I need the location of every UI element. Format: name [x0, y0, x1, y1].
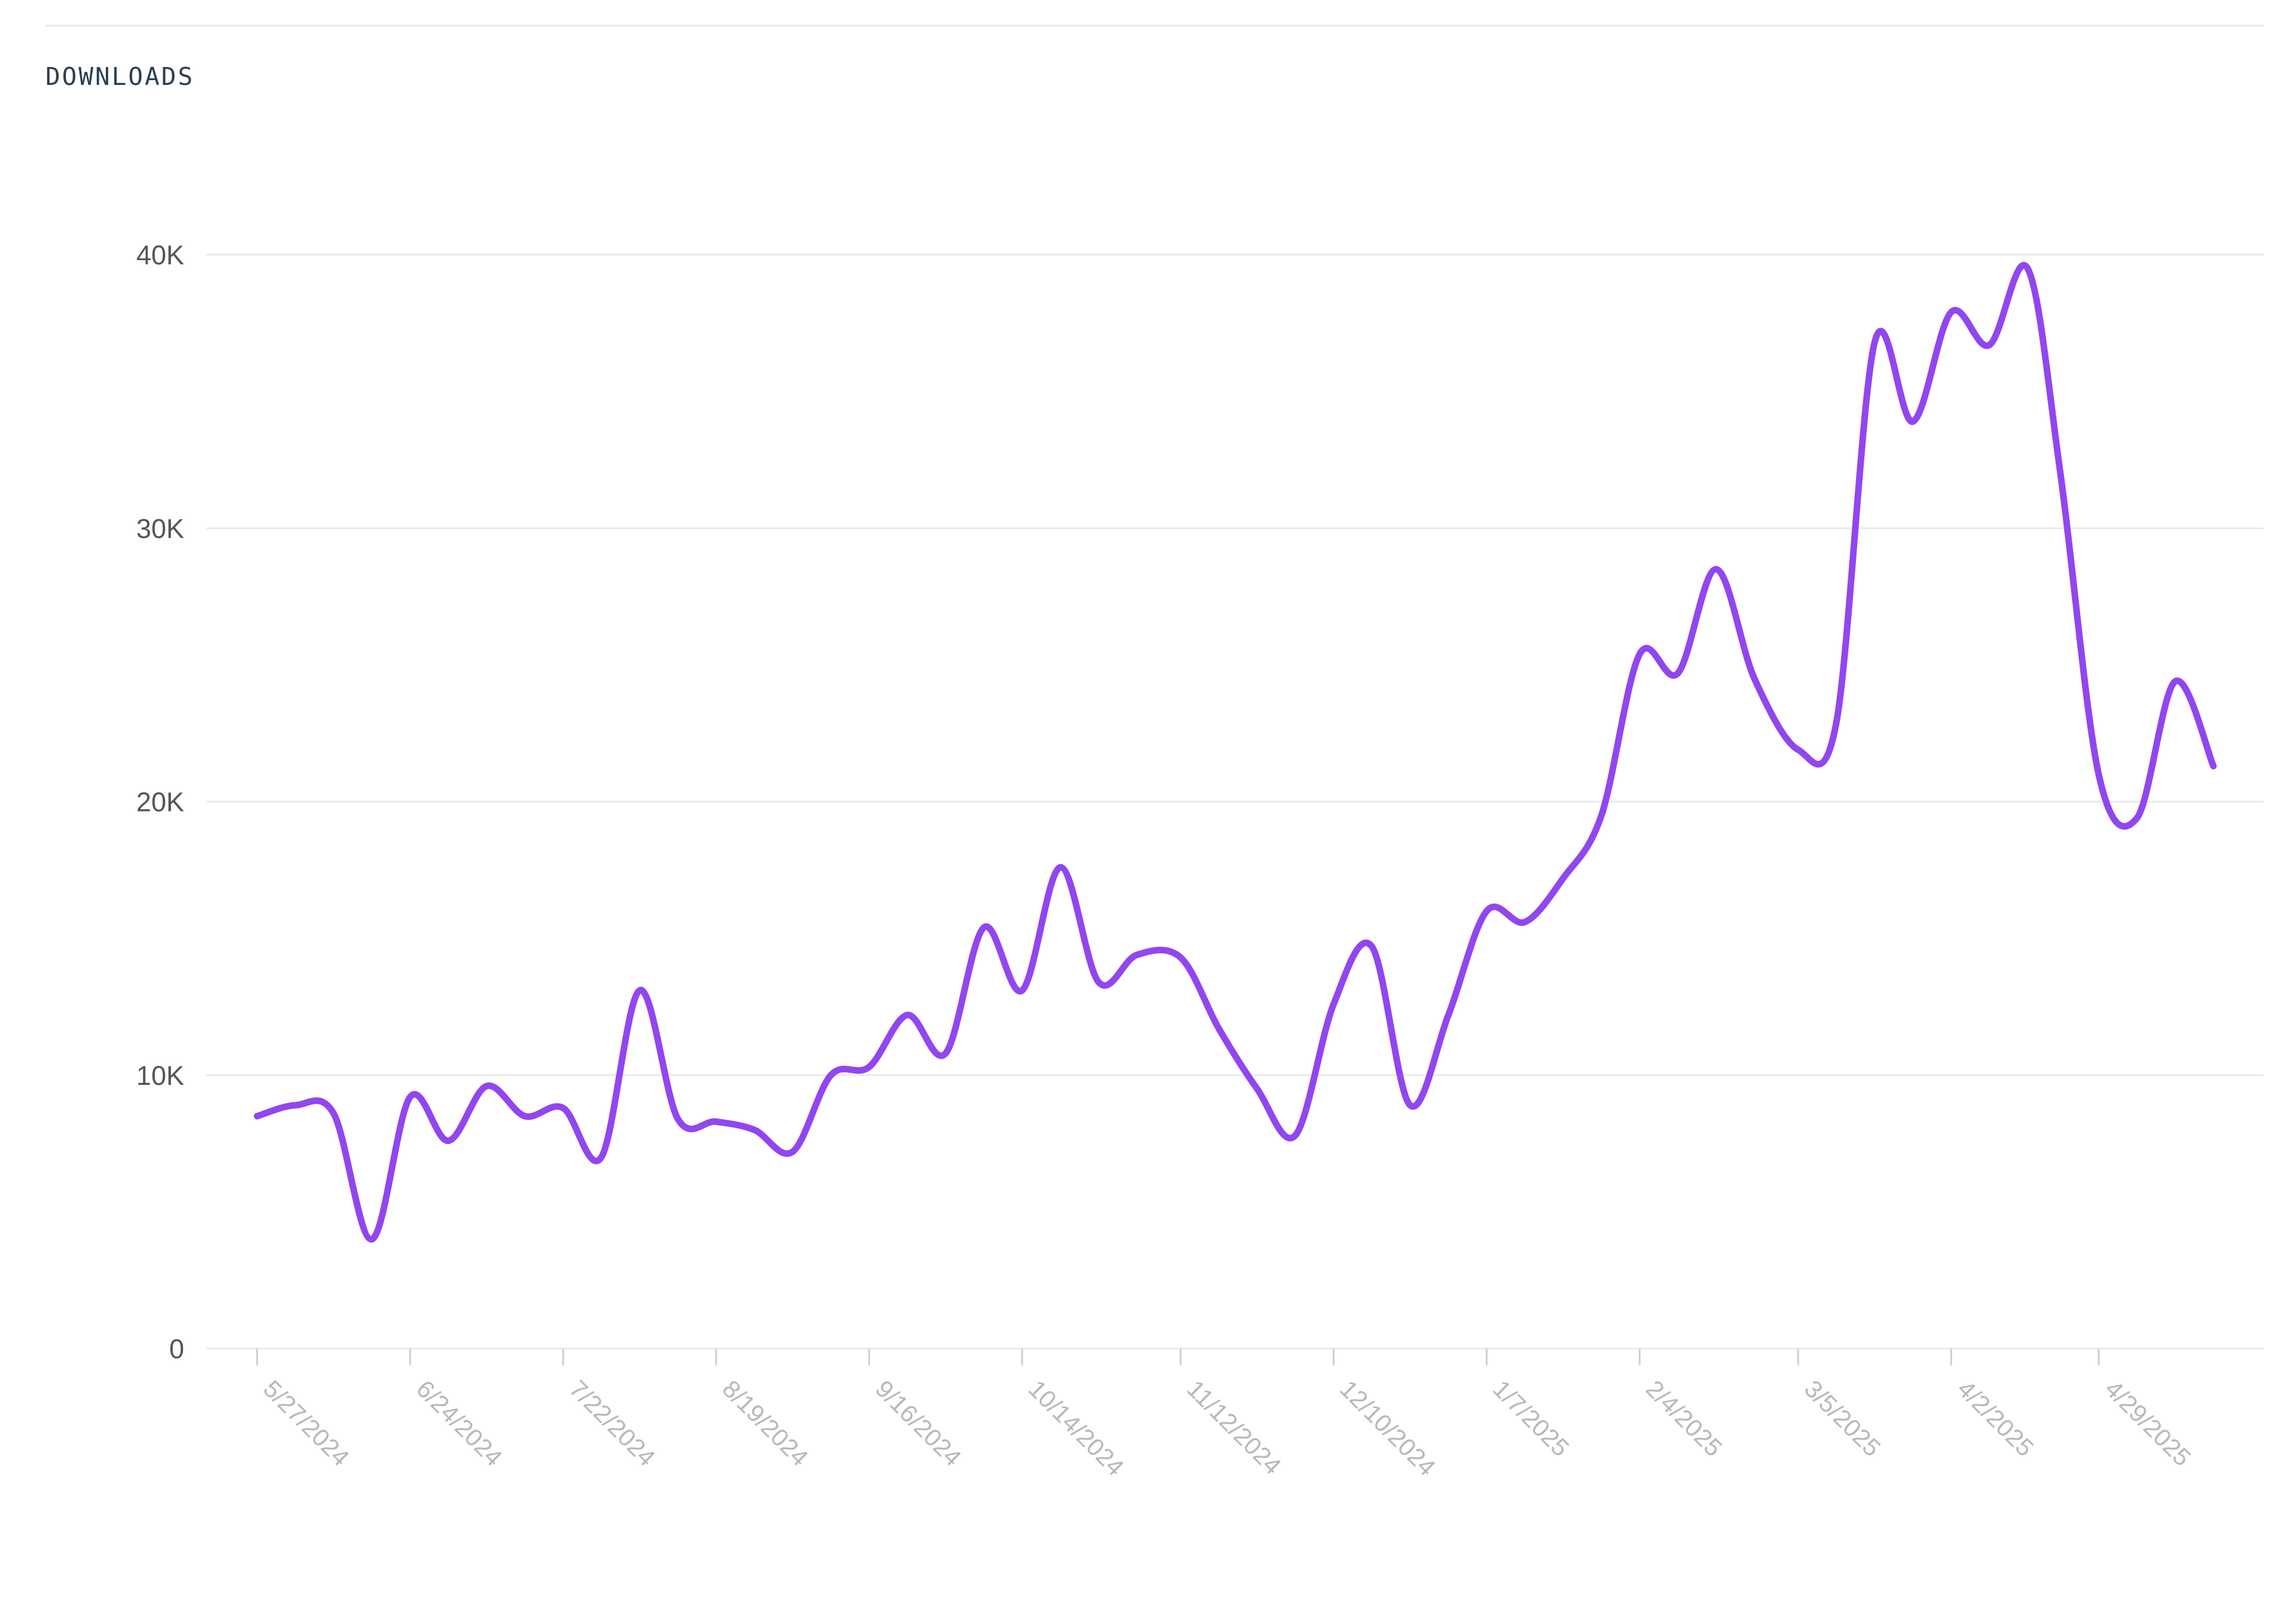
xtick-label-11/12/2024: 11/12/2024 — [1181, 1375, 1286, 1480]
ytick-label-40K: 40K — [136, 240, 184, 270]
series-layer — [254, 262, 2217, 1243]
xtick-label-1/7/2025: 1/7/2025 — [1488, 1375, 1574, 1462]
xtick-label-2/4/2025: 2/4/2025 — [1641, 1375, 1727, 1462]
x-axis: 5/27/2024 6/24/2024 7/22/2024 8/19/2024 9/16… — [256, 1349, 2197, 1481]
xtick-label-4/29/2025: 4/29/2025 — [2100, 1375, 2197, 1472]
y-axis: 0 10K 20K 30K 40K — [136, 240, 184, 1364]
gridlines — [206, 254, 2264, 1350]
xtick-label-3/5/2025: 3/5/2025 — [1799, 1375, 1886, 1462]
xtick-label-5/27/2024: 5/27/2024 — [258, 1375, 355, 1472]
ytick-label-0: 0 — [169, 1334, 184, 1364]
xtick-label-12/10/2024: 12/10/2024 — [1335, 1375, 1441, 1481]
xtick-label-8/19/2024: 8/19/2024 — [717, 1375, 814, 1472]
xtick-label-6/24/2024: 6/24/2024 — [411, 1375, 508, 1472]
top-divider — [45, 25, 2264, 27]
series-line-0 — [254, 262, 2217, 1243]
ytick-label-20K: 20K — [136, 787, 184, 818]
xtick-label-10/14/2024: 10/14/2024 — [1023, 1375, 1129, 1481]
chart-title: DOWNLOADS — [45, 62, 195, 91]
xtick-label-7/22/2024: 7/22/2024 — [564, 1375, 661, 1472]
xtick-label-4/2/2025: 4/2/2025 — [1952, 1375, 2039, 1462]
ytick-label-30K: 30K — [136, 513, 184, 544]
xtick-label-9/16/2024: 9/16/2024 — [870, 1375, 967, 1472]
ytick-label-10K: 10K — [136, 1060, 184, 1091]
